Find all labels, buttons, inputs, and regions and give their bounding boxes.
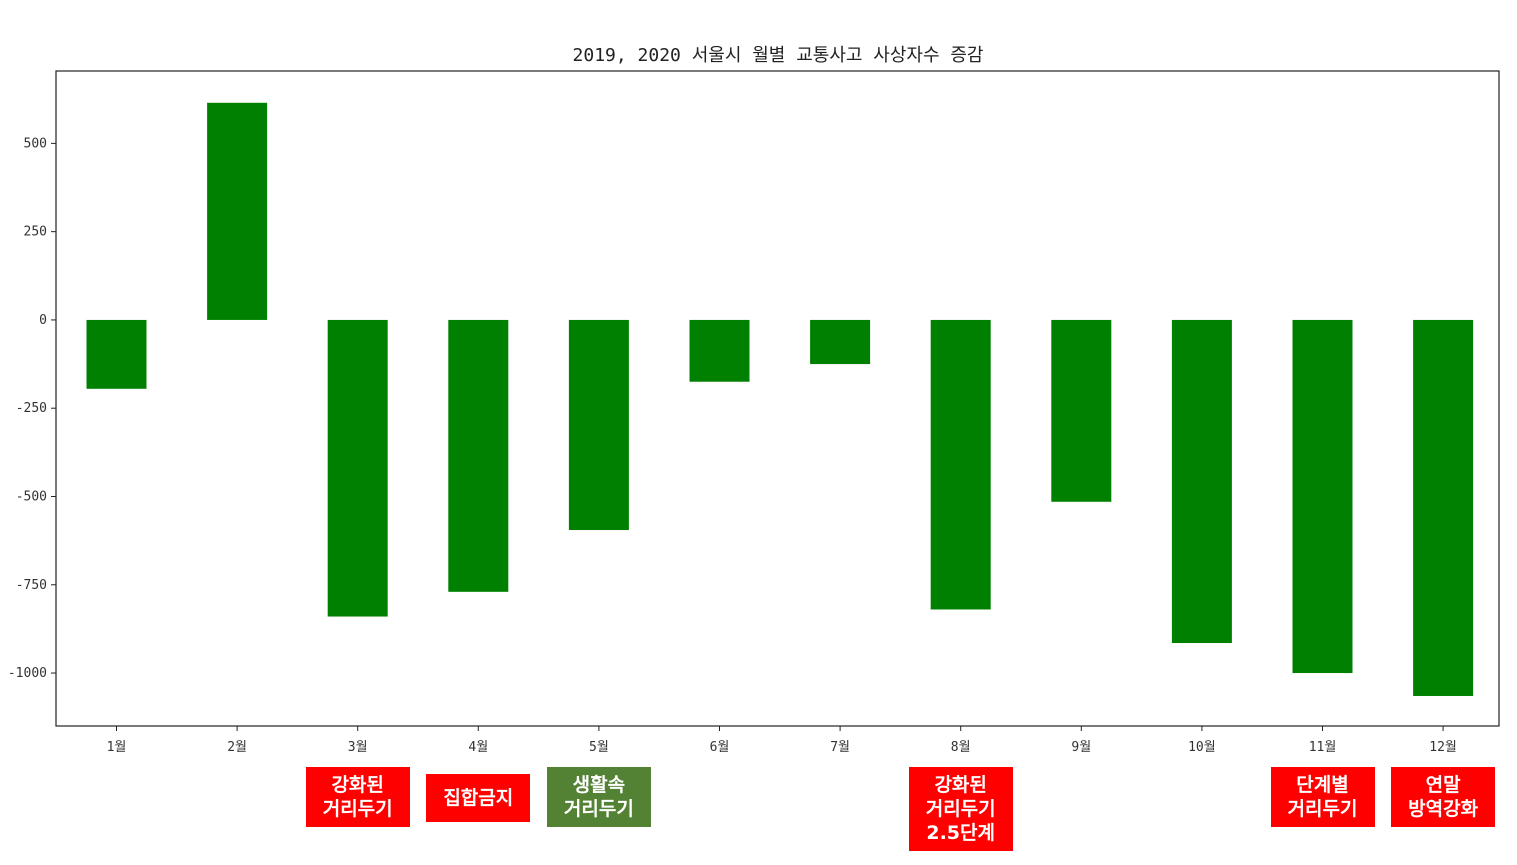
x-tick-label-9: 9월 xyxy=(1071,740,1091,755)
annotation-box-4: 강화된 거리두기 2.5단계 xyxy=(908,767,1013,851)
bar-12 xyxy=(1413,319,1474,696)
bar-1 xyxy=(86,319,147,389)
y-axis: 500 250 0 -250 -500 -750 -1000 xyxy=(8,136,56,681)
x-tick-label-6: 6월 xyxy=(710,740,730,755)
bar-8 xyxy=(930,319,991,610)
plot-frame xyxy=(55,70,1500,727)
y-tick-label-1: 500 xyxy=(24,136,47,151)
annotation-box-2: 집합금지 xyxy=(426,774,531,822)
annotation-box-1: 강화된 거리두기 xyxy=(305,767,410,827)
y-tick-label-4: -250 xyxy=(16,401,47,416)
bar-10 xyxy=(1171,319,1232,644)
y-tick-label-7: -1000 xyxy=(8,666,47,681)
x-tick-label-7: 7월 xyxy=(830,740,850,755)
bar-4 xyxy=(448,319,509,592)
chart-title: 2019, 2020 서울시 월별 교통사고 사상자수 증감 xyxy=(573,45,984,66)
x-tick-label-1: 1월 xyxy=(107,740,127,755)
annotation-box-6: 연말 방역강화 xyxy=(1391,767,1496,827)
annotation-box-5: 단계별 거리두기 xyxy=(1270,767,1375,827)
y-tick-label-5: -500 xyxy=(16,489,47,504)
x-axis: 1월 2월 3월 4월 5월 6월 7월 8월 9월 10월 11월 12월 xyxy=(107,726,1457,755)
bar-3 xyxy=(327,319,388,617)
bar-7 xyxy=(810,319,871,365)
x-tick-label-12: 12월 xyxy=(1429,740,1457,755)
bar-6 xyxy=(689,319,750,382)
x-tick-label-5: 5월 xyxy=(589,740,609,755)
bar-2 xyxy=(207,102,268,320)
x-tick-label-3: 3월 xyxy=(348,740,368,755)
bar-9 xyxy=(1051,319,1112,502)
bars-group xyxy=(86,102,1474,696)
bar-11 xyxy=(1292,319,1353,674)
annotation-box-3: 생활속 거리두기 xyxy=(546,767,651,827)
x-tick-label-4: 4월 xyxy=(468,740,488,755)
x-tick-label-2: 2월 xyxy=(227,740,247,755)
x-tick-label-8: 8월 xyxy=(951,740,971,755)
x-tick-label-10: 10월 xyxy=(1188,740,1216,755)
x-tick-label-11: 11월 xyxy=(1309,740,1337,755)
bar-5 xyxy=(568,319,629,531)
y-tick-label-3: 0 xyxy=(39,313,47,328)
y-tick-label-2: 250 xyxy=(24,225,47,240)
y-tick-label-6: -750 xyxy=(16,578,47,593)
